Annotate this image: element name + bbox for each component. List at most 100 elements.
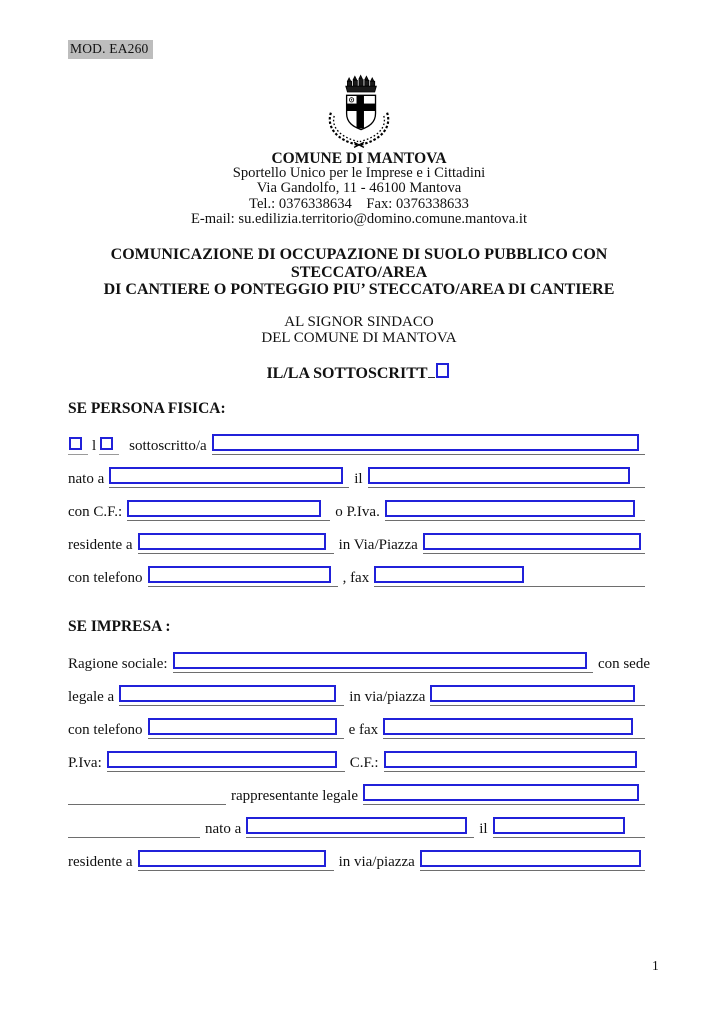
imp-row-nato: nato a il	[68, 805, 650, 838]
pf-residente-label: residente a	[68, 536, 133, 553]
imp-city-field[interactable]	[119, 684, 337, 702]
imp-piva-field[interactable]	[106, 750, 337, 768]
il-checkbox[interactable]	[69, 436, 82, 450]
imp-rappresentante-label: rappresentante legale	[231, 787, 359, 804]
pf-cf-line	[127, 496, 331, 521]
pf-residence-line	[137, 529, 334, 554]
crest-container	[68, 73, 650, 149]
imp-piva-label: P.Iva:	[68, 754, 102, 771]
imp-representative-field[interactable]	[363, 783, 639, 801]
tel: Tel.: 0376338634	[249, 195, 352, 212]
pf-piva-field[interactable]	[384, 499, 635, 517]
imp-row-piva: P.Iva: C.F.:	[68, 739, 650, 772]
imp-cf-label: C.F.:	[349, 754, 379, 771]
imp-street2-field[interactable]	[419, 849, 641, 867]
email-line: E-mail: su.edilizia.territorio@domino.co…	[190, 210, 528, 227]
blank-line	[68, 813, 200, 838]
imp-fax-line	[383, 714, 645, 739]
office-name: Sportello Unico per le Imprese e i Citta…	[232, 165, 486, 182]
imp-representative-line	[363, 780, 645, 805]
pf-birthdate-field[interactable]	[367, 466, 630, 484]
pf-cf-label: con C.F.:	[68, 503, 123, 520]
imp-company-field[interactable]	[172, 651, 587, 669]
imp-piva-line	[106, 747, 345, 772]
subscriber-heading: IL/LA SOTTOSCRITT	[68, 360, 650, 383]
imp-row-legale: legale a in via/piazza	[68, 673, 650, 706]
imp-via-label: in via/piazza	[349, 688, 426, 705]
pf-cf-field[interactable]	[127, 499, 322, 517]
imp-cf-line	[383, 747, 645, 772]
imp-birthplace-field[interactable]	[246, 816, 468, 834]
imp-legale-label: legale a	[68, 688, 115, 705]
gender-suffix-checkbox[interactable]	[435, 362, 449, 378]
pf-residence-field[interactable]	[137, 532, 326, 550]
pf-name-field[interactable]	[211, 433, 639, 451]
imp-nato-label: nato a	[205, 820, 242, 837]
pf-phone-line	[147, 562, 338, 587]
imp-birthplace-line	[246, 813, 475, 838]
imp-row-residente: residente a in via/piazza	[68, 838, 650, 871]
pf-fax-label: , fax	[342, 569, 370, 586]
imp-city-line	[119, 681, 345, 706]
imp-via2-label: in via/piazza	[338, 853, 415, 870]
pf-row-residente: residente a in Via/Piazza	[68, 521, 650, 554]
gender-suffix-blank	[427, 363, 435, 378]
pf-street-field[interactable]	[422, 532, 641, 550]
la-checkbox[interactable]	[100, 436, 114, 450]
pf-il-label: il	[354, 470, 363, 487]
pf-piva-label: o P.Iva.	[335, 503, 380, 520]
recipient-line-2: DEL COMUNE DI MANTOVA	[261, 330, 457, 347]
pf-name-line	[211, 430, 645, 455]
tel-fax-line: Tel.: 0376338634 Fax: 0376338633	[68, 195, 650, 212]
imp-phone-field[interactable]	[147, 717, 337, 735]
pf-birthdate-line	[367, 463, 645, 488]
imp-efax-label: e fax	[348, 721, 379, 738]
fax: Fax: 0376338633	[366, 195, 469, 212]
pf-fax-field[interactable]	[374, 565, 525, 583]
pf-street-line	[422, 529, 645, 554]
pf-row-cf: con C.F.: o P.Iva.	[68, 488, 650, 521]
imp-il-label: il	[479, 820, 488, 837]
imp-consede-label: con sede	[597, 655, 650, 672]
imp-street-line	[430, 681, 645, 706]
imp-telefono-label: con telefono	[68, 721, 143, 738]
pf-piva-line	[384, 496, 645, 521]
la-checkbox-wrap	[99, 430, 120, 455]
il-checkbox-wrap	[68, 430, 88, 455]
pf-sottoscritto-label: sottoscritto/a	[129, 437, 207, 454]
pf-telefono-label: con telefono	[68, 569, 143, 586]
pf-row-sottoscritto: l sottoscritto/a	[68, 422, 650, 455]
pf-via-label: in Via/Piazza	[338, 536, 418, 553]
imp-residente-label: residente a	[68, 853, 133, 870]
imp-birthdate-line	[492, 813, 645, 838]
imp-street2-line	[419, 846, 645, 871]
impresa-section: Ragione sociale: con sede legale a in vi…	[68, 640, 650, 871]
impresa-heading: SE IMPRESA :	[68, 617, 171, 635]
imp-street-field[interactable]	[430, 684, 635, 702]
imp-residence-line	[137, 846, 334, 871]
pf-row-nato: nato a il	[68, 455, 650, 488]
imp-fax-field[interactable]	[383, 717, 633, 735]
imp-ragione-label: Ragione sociale:	[68, 655, 168, 672]
office-address: Via Gandolfo, 11 - 46100 Mantova	[256, 180, 462, 197]
pf-nato-label: nato a	[68, 470, 105, 487]
imp-row-rappresentante: rappresentante legale	[68, 772, 650, 805]
pf-row-telefono: con telefono , fax	[68, 554, 650, 587]
municipality-name: COMUNE DI MANTOVA	[271, 150, 447, 167]
persona-fisica-section: l sottoscritto/a nato a il con C.F.: o P…	[68, 422, 650, 587]
blank-line	[68, 780, 226, 805]
recipient-block: AL SIGNOR SINDACO DEL COMUNE DI MANTOVA	[68, 314, 650, 347]
pf-mid-label: l	[92, 437, 97, 454]
pf-phone-field[interactable]	[147, 565, 331, 583]
pf-birthplace-field[interactable]	[109, 466, 344, 484]
imp-residence-field[interactable]	[137, 849, 326, 867]
recipient-line-1: AL SIGNOR SINDACO	[284, 313, 434, 330]
imp-cf-field[interactable]	[383, 750, 637, 768]
persona-fisica-heading: SE PERSONA FISICA:	[68, 399, 226, 417]
pf-fax-line	[374, 562, 645, 587]
letterhead: COMUNE DI MANTOVA Sportello Unico per le…	[68, 151, 650, 227]
mod-label: MOD. EA260	[68, 40, 153, 59]
page-number: 1	[652, 958, 659, 973]
imp-birthdate-field[interactable]	[492, 816, 625, 834]
